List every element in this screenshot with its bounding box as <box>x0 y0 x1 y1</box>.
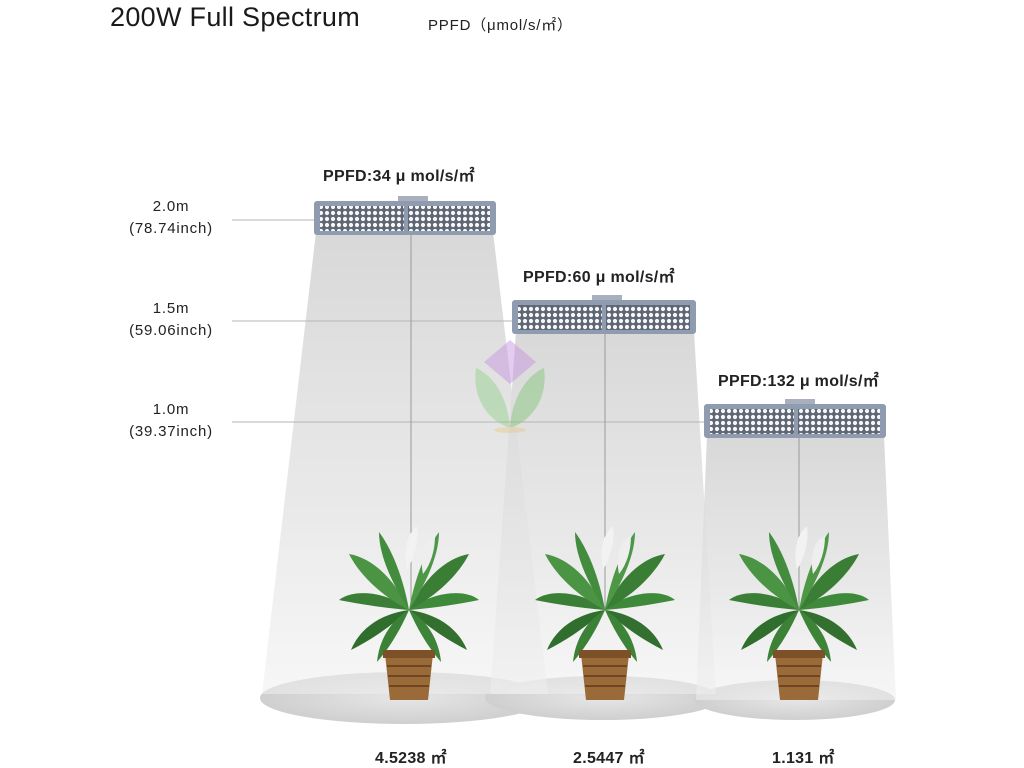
page-title: 200W Full Spectrum <box>110 2 360 32</box>
area-label-3: 1.131 ㎡ <box>772 750 835 767</box>
watermark-logo-icon <box>475 340 545 433</box>
led-panel-icon <box>704 399 886 438</box>
led-panel-icon <box>314 196 496 235</box>
height-inches: (59.06inch) <box>129 322 213 339</box>
height-inches: (39.37inch) <box>129 423 213 440</box>
led-panel-icon <box>512 295 696 334</box>
ppfd-label-3: PPFD:132 μ mol/s/㎡ <box>718 373 880 390</box>
height-label-1m: 1.0m (39.37inch) <box>86 399 256 443</box>
area-label-2: 2.5447 ㎡ <box>573 750 645 767</box>
height-meters: 2.0m <box>152 198 190 215</box>
height-meters: 1.0m <box>152 401 190 418</box>
area-label-1: 4.5238 ㎡ <box>375 750 447 767</box>
height-label-2m: 2.0m (78.74inch) <box>86 196 256 240</box>
light-beam-1 <box>262 232 548 694</box>
height-label-1.5m: 1.5m (59.06inch) <box>86 298 256 342</box>
ppfd-label-2: PPFD:60 μ mol/s/㎡ <box>523 269 675 286</box>
height-inches: (78.74inch) <box>129 220 213 237</box>
height-meters: 1.5m <box>152 300 190 317</box>
page-subtitle: PPFD（μmol/s/㎡） <box>428 17 573 34</box>
ppfd-label-1: PPFD:34 μ mol/s/㎡ <box>323 168 475 185</box>
